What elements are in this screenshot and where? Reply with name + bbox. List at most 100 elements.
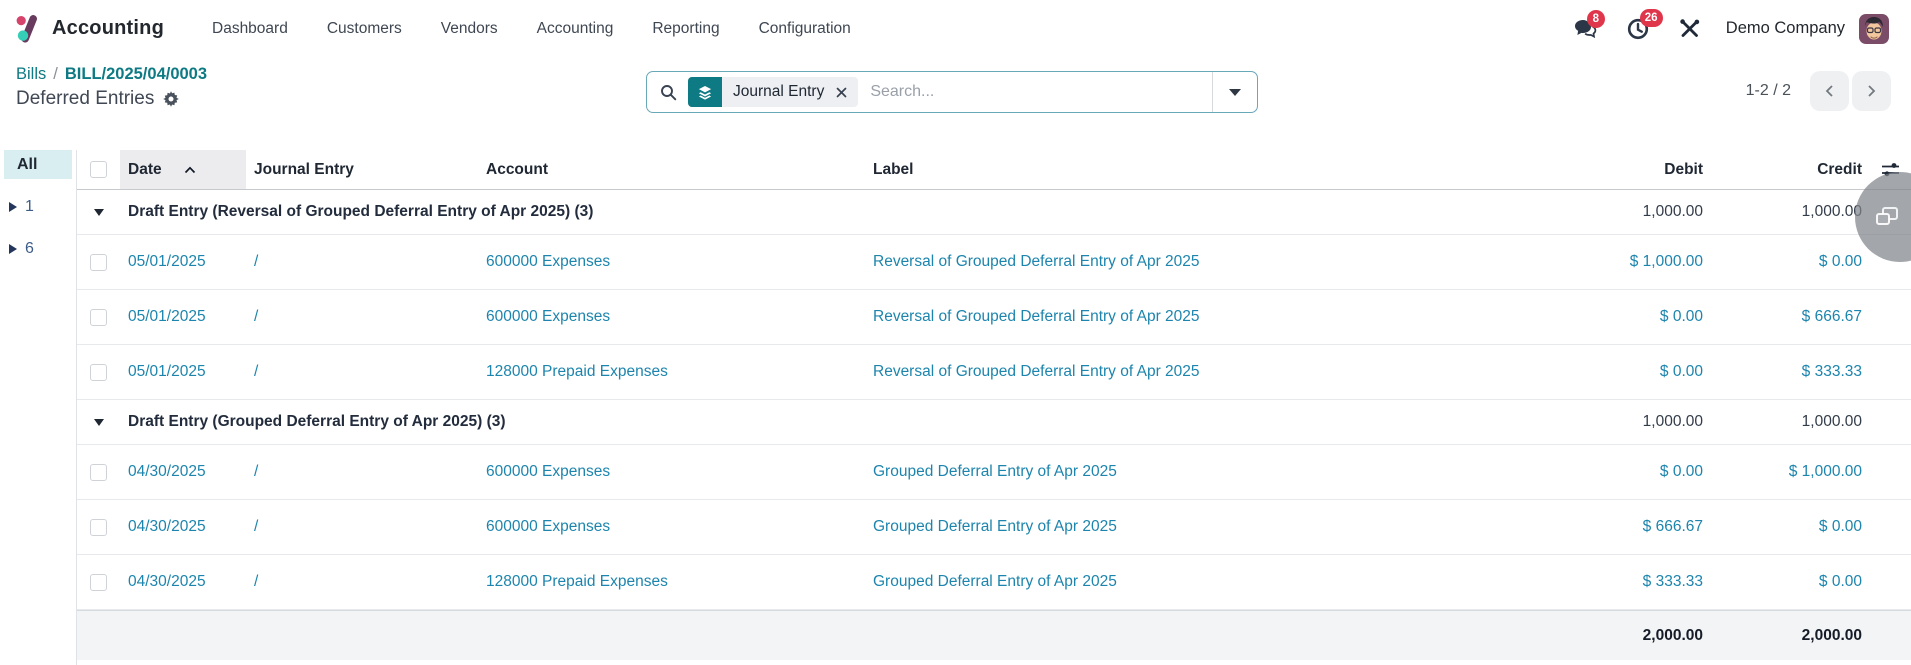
column-header-date[interactable]: Date <box>120 150 246 189</box>
table-row[interactable]: 04/30/2025 / 600000 Expenses Grouped Def… <box>77 500 1911 555</box>
activities-badge: 26 <box>1639 8 1663 27</box>
cell-account: 600000 Expenses <box>486 518 611 535</box>
facet-remove-icon[interactable] <box>835 77 858 107</box>
nav-item-reporting[interactable]: Reporting <box>652 19 720 37</box>
cell-debit: $ 666.67 <box>1642 518 1703 535</box>
cell-date: 05/01/2025 <box>128 363 206 380</box>
messages-badge: 8 <box>1586 9 1605 28</box>
search-dropdown-toggle[interactable] <box>1212 72 1257 112</box>
group-debit-total: 1,000.00 <box>1642 413 1703 430</box>
pager-range[interactable]: 1-2 / 2 <box>1745 82 1791 99</box>
breadcrumb-separator: / <box>53 65 58 83</box>
cell-date: 04/30/2025 <box>128 518 206 535</box>
group-debit-total: 1,000.00 <box>1642 203 1703 220</box>
column-header-account[interactable]: Account <box>486 160 548 178</box>
search-input[interactable] <box>858 83 1212 101</box>
app-name: Accounting <box>52 17 164 39</box>
group-credit-total: 1,000.00 <box>1801 413 1862 430</box>
pager: 1-2 / 2 <box>1746 71 1891 111</box>
cell-credit: $ 0.00 <box>1818 253 1862 270</box>
caret-down-icon <box>93 208 104 216</box>
cell-label: Grouped Deferral Entry of Apr 2025 <box>873 518 1117 535</box>
gear-icon <box>163 91 180 107</box>
cell-debit: $ 0.00 <box>1659 308 1703 325</box>
group-pane-item-2[interactable]: 6 <box>0 234 76 264</box>
nav-item-accounting[interactable]: Accounting <box>536 19 614 37</box>
activities-button[interactable]: 26 <box>1627 8 1663 40</box>
cog-menu-button[interactable] <box>163 91 180 107</box>
row-checkbox[interactable] <box>90 253 107 271</box>
chevron-down-icon <box>1229 88 1241 96</box>
pager-next-button[interactable] <box>1852 71 1891 111</box>
cell-credit: $ 333.33 <box>1801 363 1862 380</box>
cell-account: 128000 Prepaid Expenses <box>486 363 668 380</box>
cell-journal-entry: / <box>254 363 259 380</box>
breadcrumb-current-bill[interactable]: BILL/2025/04/0003 <box>64 65 208 83</box>
cell-credit: $ 1,000.00 <box>1788 463 1862 480</box>
cell-account: 600000 Expenses <box>486 253 611 270</box>
group-pane-all[interactable]: All <box>4 150 72 179</box>
nav-item-customers[interactable]: Customers <box>326 19 402 37</box>
table-row[interactable]: 05/01/2025 / 600000 Expenses Reversal of… <box>77 290 1911 345</box>
caret-right-icon <box>9 244 17 254</box>
cell-account: 600000 Expenses <box>486 463 611 480</box>
column-header-label[interactable]: Label <box>873 160 914 178</box>
table-row[interactable]: 04/30/2025 / 600000 Expenses Grouped Def… <box>77 445 1911 500</box>
cell-journal-entry: / <box>254 463 259 480</box>
control-panel: Bills / BILL/2025/04/0003 Deferred Entries <box>0 57 1911 135</box>
group-title: Draft Entry (Grouped Deferral Entry of A… <box>128 413 506 430</box>
row-checkbox[interactable] <box>90 363 107 381</box>
cell-date: 05/01/2025 <box>128 253 206 270</box>
row-checkbox[interactable] <box>90 518 107 536</box>
activities-icon <box>1627 18 1648 39</box>
row-checkbox[interactable] <box>90 308 107 326</box>
group-pane-item-1[interactable]: 1 <box>0 192 76 222</box>
cell-label: Grouped Deferral Entry of Apr 2025 <box>873 463 1117 480</box>
caret-down-icon <box>93 418 104 426</box>
user-avatar[interactable] <box>1859 13 1889 44</box>
search-icon <box>660 84 677 101</box>
table-footer: 2,000.00 2,000.00 <box>77 610 1911 660</box>
search-bar: Journal Entry <box>646 71 1258 113</box>
cell-date: 04/30/2025 <box>128 463 206 480</box>
cell-date: 04/30/2025 <box>128 573 206 590</box>
cell-label: Reversal of Grouped Deferral Entry of Ap… <box>873 308 1200 325</box>
nav-item-configuration[interactable]: Configuration <box>758 19 851 37</box>
row-checkbox[interactable] <box>90 463 107 481</box>
group-by-layers-icon <box>688 77 722 107</box>
table-row[interactable]: 04/30/2025 / 128000 Prepaid Expenses Gro… <box>77 555 1911 610</box>
group-row-grouped[interactable]: Draft Entry (Grouped Deferral Entry of A… <box>77 400 1911 445</box>
sort-ascending-icon <box>184 166 195 173</box>
table-row[interactable]: 05/01/2025 / 600000 Expenses Reversal of… <box>77 235 1911 290</box>
company-switcher[interactable]: Demo Company <box>1725 19 1845 37</box>
chevron-right-icon <box>1868 85 1876 97</box>
pager-previous-button[interactable] <box>1810 71 1849 111</box>
cell-label: Reversal of Grouped Deferral Entry of Ap… <box>873 363 1200 380</box>
cell-account: 600000 Expenses <box>486 308 611 325</box>
nav-item-vendors[interactable]: Vendors <box>440 19 498 37</box>
select-all-checkbox[interactable] <box>90 161 107 178</box>
developer-tools-button[interactable] <box>1679 18 1700 39</box>
messages-button[interactable]: 8 <box>1574 9 1605 39</box>
table-row[interactable]: 05/01/2025 / 128000 Prepaid Expenses Rev… <box>77 345 1911 400</box>
cell-credit: $ 0.00 <box>1818 518 1862 535</box>
row-checkbox[interactable] <box>90 573 107 591</box>
tools-icon <box>1680 19 1699 37</box>
apps-menu-button[interactable]: Accounting <box>15 14 164 43</box>
nav-item-dashboard[interactable]: Dashboard <box>212 19 288 37</box>
cell-journal-entry: / <box>254 308 259 325</box>
cell-date: 05/01/2025 <box>128 308 206 325</box>
cell-debit: $ 0.00 <box>1659 363 1703 380</box>
column-header-credit[interactable]: Credit <box>1817 160 1862 178</box>
search-facet-journal-entry[interactable]: Journal Entry <box>688 77 859 107</box>
column-header-journal-entry[interactable]: Journal Entry <box>254 160 354 178</box>
app-logo-icon <box>16 15 37 43</box>
column-header-debit[interactable]: Debit <box>1664 160 1703 178</box>
search-facet-label: Journal Entry <box>733 83 825 100</box>
breadcrumb: Bills / BILL/2025/04/0003 <box>16 65 207 84</box>
cell-credit: $ 0.00 <box>1818 573 1862 590</box>
group-row-reversal[interactable]: Draft Entry (Reversal of Grouped Deferra… <box>77 190 1911 235</box>
footer-debit-total: 2,000.00 <box>1642 626 1703 644</box>
main-menu: Dashboard Customers Vendors Accounting R… <box>212 20 851 38</box>
breadcrumb-bills-link[interactable]: Bills <box>16 65 47 83</box>
